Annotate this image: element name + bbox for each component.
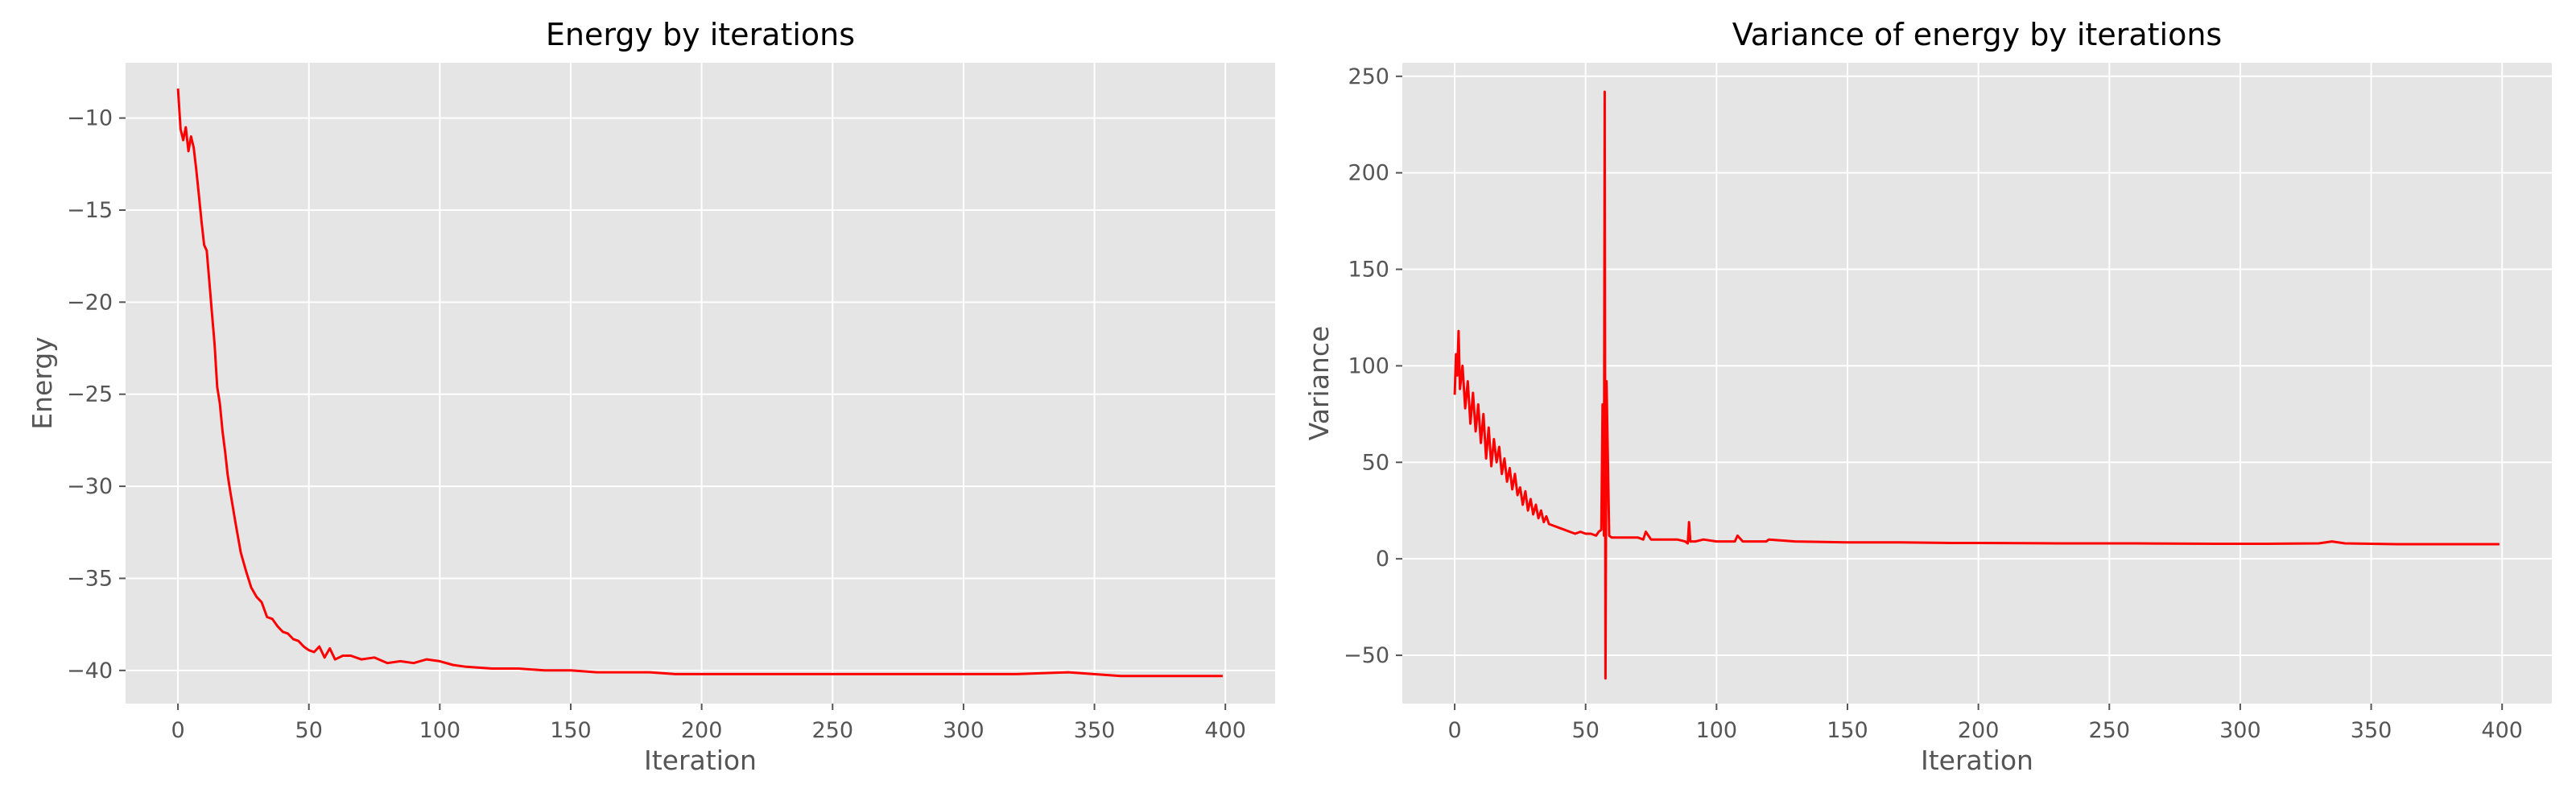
energy-x-tick-label: 200 bbox=[681, 718, 723, 743]
energy-series-line bbox=[176, 88, 1223, 678]
energy-x-tick-label: 250 bbox=[811, 718, 853, 743]
variance-x-tick-label: 100 bbox=[1696, 718, 1738, 743]
energy-y-tick-label: −20 bbox=[67, 290, 113, 315]
energy-y-tick-label: −25 bbox=[67, 382, 113, 407]
variance-x-tick-label: 150 bbox=[1827, 718, 1868, 743]
energy-y-axis-label: Energy bbox=[27, 336, 58, 430]
variance-x-ticks: 0 50 100 150 200 250 300 350 400 bbox=[1447, 704, 2523, 743]
variance-x-tick-label: 400 bbox=[2481, 718, 2523, 743]
variance-y-tick-label: 50 bbox=[1362, 450, 1389, 475]
variance-y-tick-label: −50 bbox=[1344, 643, 1389, 668]
energy-x-tick-label: 0 bbox=[171, 718, 184, 743]
variance-x-tick-label: 250 bbox=[2088, 718, 2130, 743]
variance-x-tick-label: 200 bbox=[1958, 718, 2000, 743]
variance-y-tick-label: 250 bbox=[1348, 64, 1389, 89]
variance-series-line bbox=[1453, 90, 2500, 680]
energy-x-ticks: 0 50 100 150 200 250 300 350 400 bbox=[171, 704, 1246, 743]
energy-x-axis-label: Iteration bbox=[644, 745, 757, 776]
energy-chart-title: Energy by iterations bbox=[546, 17, 855, 52]
energy-y-tick-label: −30 bbox=[67, 474, 113, 499]
variance-plot-area bbox=[1402, 63, 2552, 704]
energy-x-tick-label: 350 bbox=[1074, 718, 1116, 743]
variance-chart: 0 50 100 150 200 250 300 350 400 −50 0 50 100 150 200… bbox=[1303, 17, 2552, 776]
variance-x-tick-label: 350 bbox=[2351, 718, 2392, 743]
energy-plot-area bbox=[126, 63, 1275, 704]
variance-y-ticks: −50 0 50 100 150 200 250 bbox=[1344, 64, 1402, 668]
energy-y-tick-label: −10 bbox=[67, 106, 113, 131]
variance-y-tick-label: 150 bbox=[1348, 258, 1389, 283]
energy-chart: 0 50 100 150 200 250 300 350 400 −40 −35 −30 −25 −20… bbox=[27, 17, 1275, 776]
variance-y-tick-label: 100 bbox=[1348, 353, 1389, 378]
energy-y-tick-label: −35 bbox=[67, 566, 113, 591]
variance-y-axis-label: Variance bbox=[1303, 326, 1335, 441]
energy-grid bbox=[126, 63, 1275, 704]
variance-y-tick-label: 200 bbox=[1348, 161, 1389, 186]
variance-x-axis-label: Iteration bbox=[1921, 745, 2033, 776]
energy-y-tick-label: −15 bbox=[67, 198, 113, 223]
energy-x-tick-label: 150 bbox=[550, 718, 592, 743]
energy-x-tick-label: 50 bbox=[295, 718, 323, 743]
energy-x-tick-label: 100 bbox=[419, 718, 461, 743]
energy-x-tick-label: 300 bbox=[943, 718, 985, 743]
energy-y-tick-label: −40 bbox=[67, 658, 113, 683]
variance-y-tick-label: 0 bbox=[1376, 547, 1389, 572]
energy-y-ticks: −40 −35 −30 −25 −20 −15 −10 bbox=[67, 106, 126, 683]
variance-x-tick-label: 300 bbox=[2219, 718, 2261, 743]
variance-chart-title: Variance of energy by iterations bbox=[1732, 17, 2222, 52]
variance-x-tick-label: 50 bbox=[1572, 718, 1600, 743]
variance-x-tick-label: 0 bbox=[1447, 718, 1461, 743]
energy-x-tick-label: 400 bbox=[1204, 718, 1246, 743]
